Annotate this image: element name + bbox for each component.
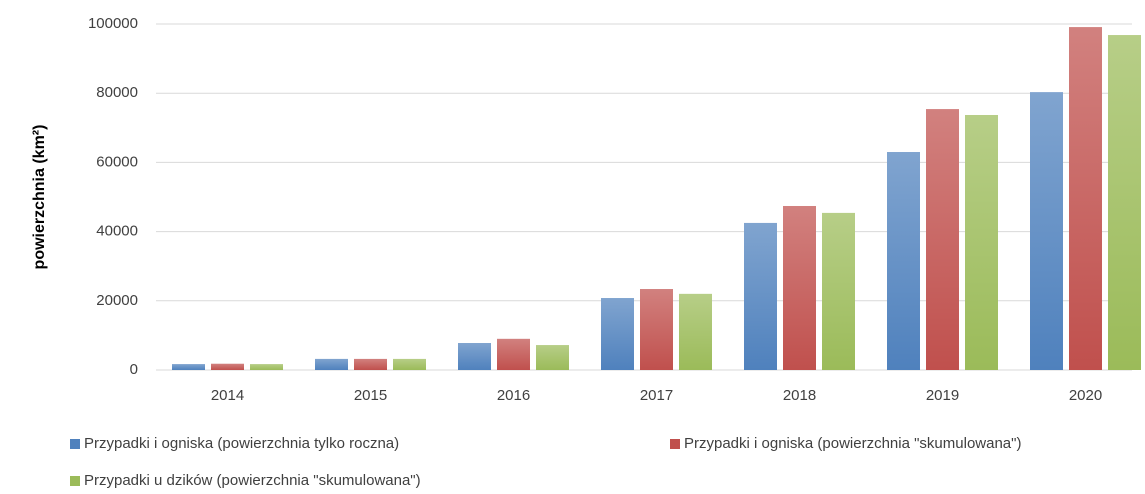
y-tick-label: 100000 (88, 15, 138, 32)
x-tick-label: 2014 (211, 387, 244, 404)
bar (250, 364, 283, 370)
legend-swatch (70, 476, 80, 486)
bar (497, 338, 530, 370)
legend-swatch (670, 439, 680, 449)
bar (744, 222, 777, 370)
y-tick-label: 0 (130, 361, 138, 378)
bar (601, 298, 634, 370)
x-tick-label: 2017 (640, 387, 673, 404)
bar (887, 152, 920, 370)
y-tick-label: 60000 (96, 153, 138, 170)
bar (965, 114, 998, 370)
y-tick-label: 20000 (96, 292, 138, 309)
bar (783, 205, 816, 370)
bar (640, 289, 673, 370)
x-tick-label: 2020 (1069, 387, 1102, 404)
bar (458, 343, 491, 370)
legend-label: Przypadki i ogniska (powierzchnia "skumu… (684, 435, 1021, 452)
legend-swatch (70, 439, 80, 449)
bar (172, 364, 205, 370)
bar (1108, 35, 1141, 371)
bar (926, 109, 959, 370)
bar (1069, 27, 1102, 370)
y-tick-label: 40000 (96, 223, 138, 240)
bar (315, 358, 348, 370)
y-axis-title: powierzchnia (km²) (31, 125, 48, 270)
legend-label: Przypadki u dzików (powierzchnia "skumul… (84, 472, 421, 489)
bar (211, 363, 244, 370)
y-tick-label: 80000 (96, 84, 138, 101)
bar (536, 345, 569, 370)
x-tick-label: 2019 (926, 387, 959, 404)
bar (1030, 92, 1063, 371)
legend-label: Przypadki i ogniska (powierzchnia tylko … (84, 435, 399, 452)
bar (679, 293, 712, 370)
x-tick-label: 2016 (497, 387, 530, 404)
bar (354, 358, 387, 370)
x-tick-label: 2015 (354, 387, 387, 404)
x-tick-label: 2018 (783, 387, 816, 404)
bar (822, 212, 855, 370)
bar (393, 358, 426, 370)
